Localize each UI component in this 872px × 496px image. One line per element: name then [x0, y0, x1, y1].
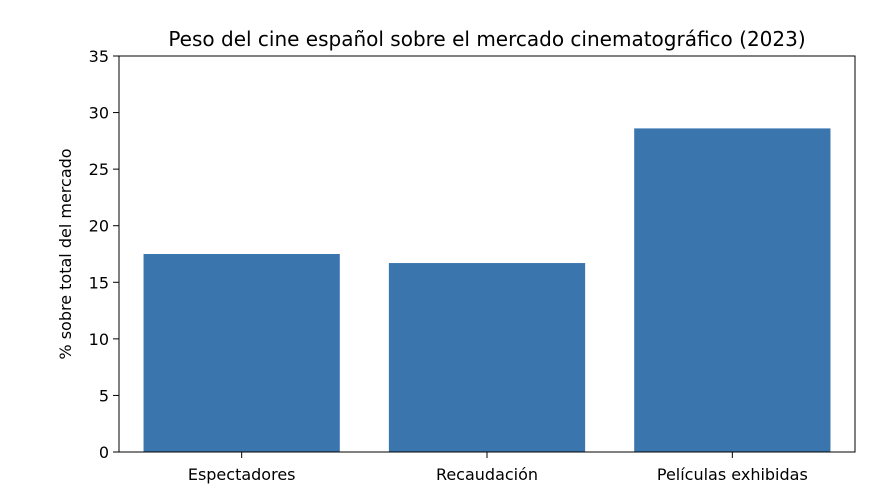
y-tick-label: 5: [99, 386, 109, 405]
x-tick-label: Películas exhibidas: [657, 465, 808, 484]
bar-1: [388, 263, 586, 452]
y-tick-label: 30: [89, 104, 109, 123]
y-tick-label: 25: [89, 160, 109, 179]
plot-area: Espectadores Recaudación Películas exhibid…: [89, 47, 856, 484]
chart-title: Peso del cine español sobre el mercado c…: [168, 27, 805, 51]
y-tick-label: 15: [89, 273, 109, 292]
y-tick-label: 20: [89, 217, 109, 236]
x-tick-label: Espectadores: [188, 465, 296, 484]
y-tick-label: 10: [89, 330, 109, 349]
plot-frame: [118, 55, 856, 453]
y-tick-label: 35: [89, 47, 109, 66]
y-axis-label: % sobre total del mercado: [56, 148, 75, 359]
bar-2: [634, 128, 831, 452]
x-tick-label: Recaudación: [436, 465, 538, 484]
y-tick-label: 0: [99, 443, 109, 462]
bar-0: [143, 254, 340, 452]
